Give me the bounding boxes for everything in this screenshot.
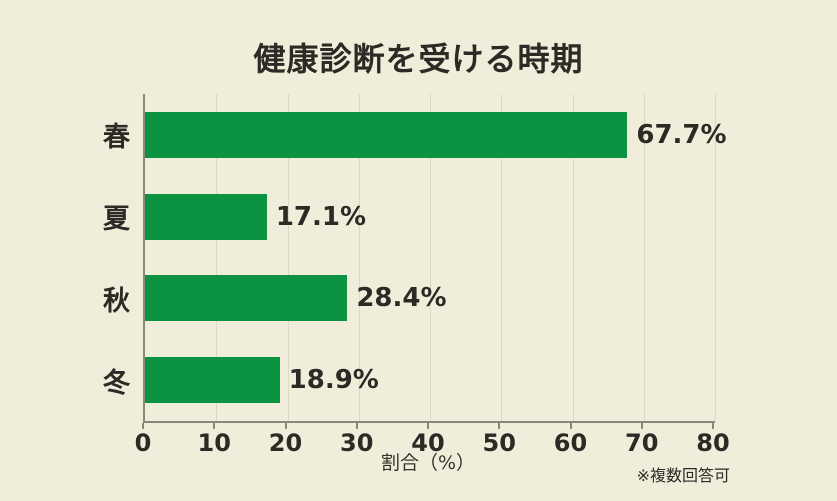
value-label: 67.7% <box>636 119 727 150</box>
tick-mark-70 <box>640 423 643 429</box>
gridline-10 <box>216 94 218 421</box>
tick-mark-30 <box>355 423 358 429</box>
tick-mark-50 <box>498 423 501 429</box>
tick-mark-80 <box>712 423 714 429</box>
tick-label-0: 0 <box>134 429 152 457</box>
gridline-40 <box>430 94 431 421</box>
chart-title: 健康診断を受ける時期 <box>253 40 584 78</box>
bar-row: 冬 18.9% <box>103 357 379 404</box>
tick-label-10: 10 <box>197 429 231 457</box>
bar <box>145 357 280 404</box>
category-label: 秋 <box>103 285 130 317</box>
tick-mark-20 <box>284 423 287 429</box>
tick-label-70: 70 <box>625 429 659 457</box>
bar <box>145 275 348 322</box>
gridline-20 <box>287 94 289 421</box>
tick-label-20: 20 <box>268 429 303 457</box>
bar-row: 秋 28.4% <box>103 275 447 322</box>
tick-label-60: 60 <box>553 429 588 457</box>
value-label: 17.1% <box>275 201 367 232</box>
tick-mark-10 <box>213 423 216 429</box>
bar <box>145 193 267 240</box>
plot-area: 春 67.7% 夏 17.1% 秋 28.4% 冬 18.9% <box>103 94 727 423</box>
value-label: 18.9% <box>288 365 379 396</box>
gridline-50 <box>501 94 503 421</box>
bar <box>145 111 628 158</box>
gridline-30 <box>358 94 360 421</box>
bar-row: 春 67.7% <box>103 111 727 158</box>
tick-label-30: 30 <box>340 429 374 457</box>
tick-label-40: 40 <box>411 429 445 457</box>
tick-mark-60 <box>569 423 572 429</box>
gridline-80 <box>715 94 716 421</box>
bar-row: 夏 17.1% <box>103 193 367 240</box>
category-label: 冬 <box>103 367 130 399</box>
gridline-70 <box>643 94 645 421</box>
gridline-60 <box>572 94 574 421</box>
value-label: 28.4% <box>356 283 447 314</box>
x-axis-label: 割合（%） <box>380 452 476 474</box>
tick-label-80: 80 <box>696 429 730 457</box>
tick-mark-0 <box>142 423 144 429</box>
footnote: ※複数回答可 <box>636 466 730 485</box>
tick-mark-40 <box>427 423 429 429</box>
category-label: 春 <box>103 122 130 154</box>
category-label: 夏 <box>103 204 130 236</box>
tick-label-50: 50 <box>482 429 516 457</box>
